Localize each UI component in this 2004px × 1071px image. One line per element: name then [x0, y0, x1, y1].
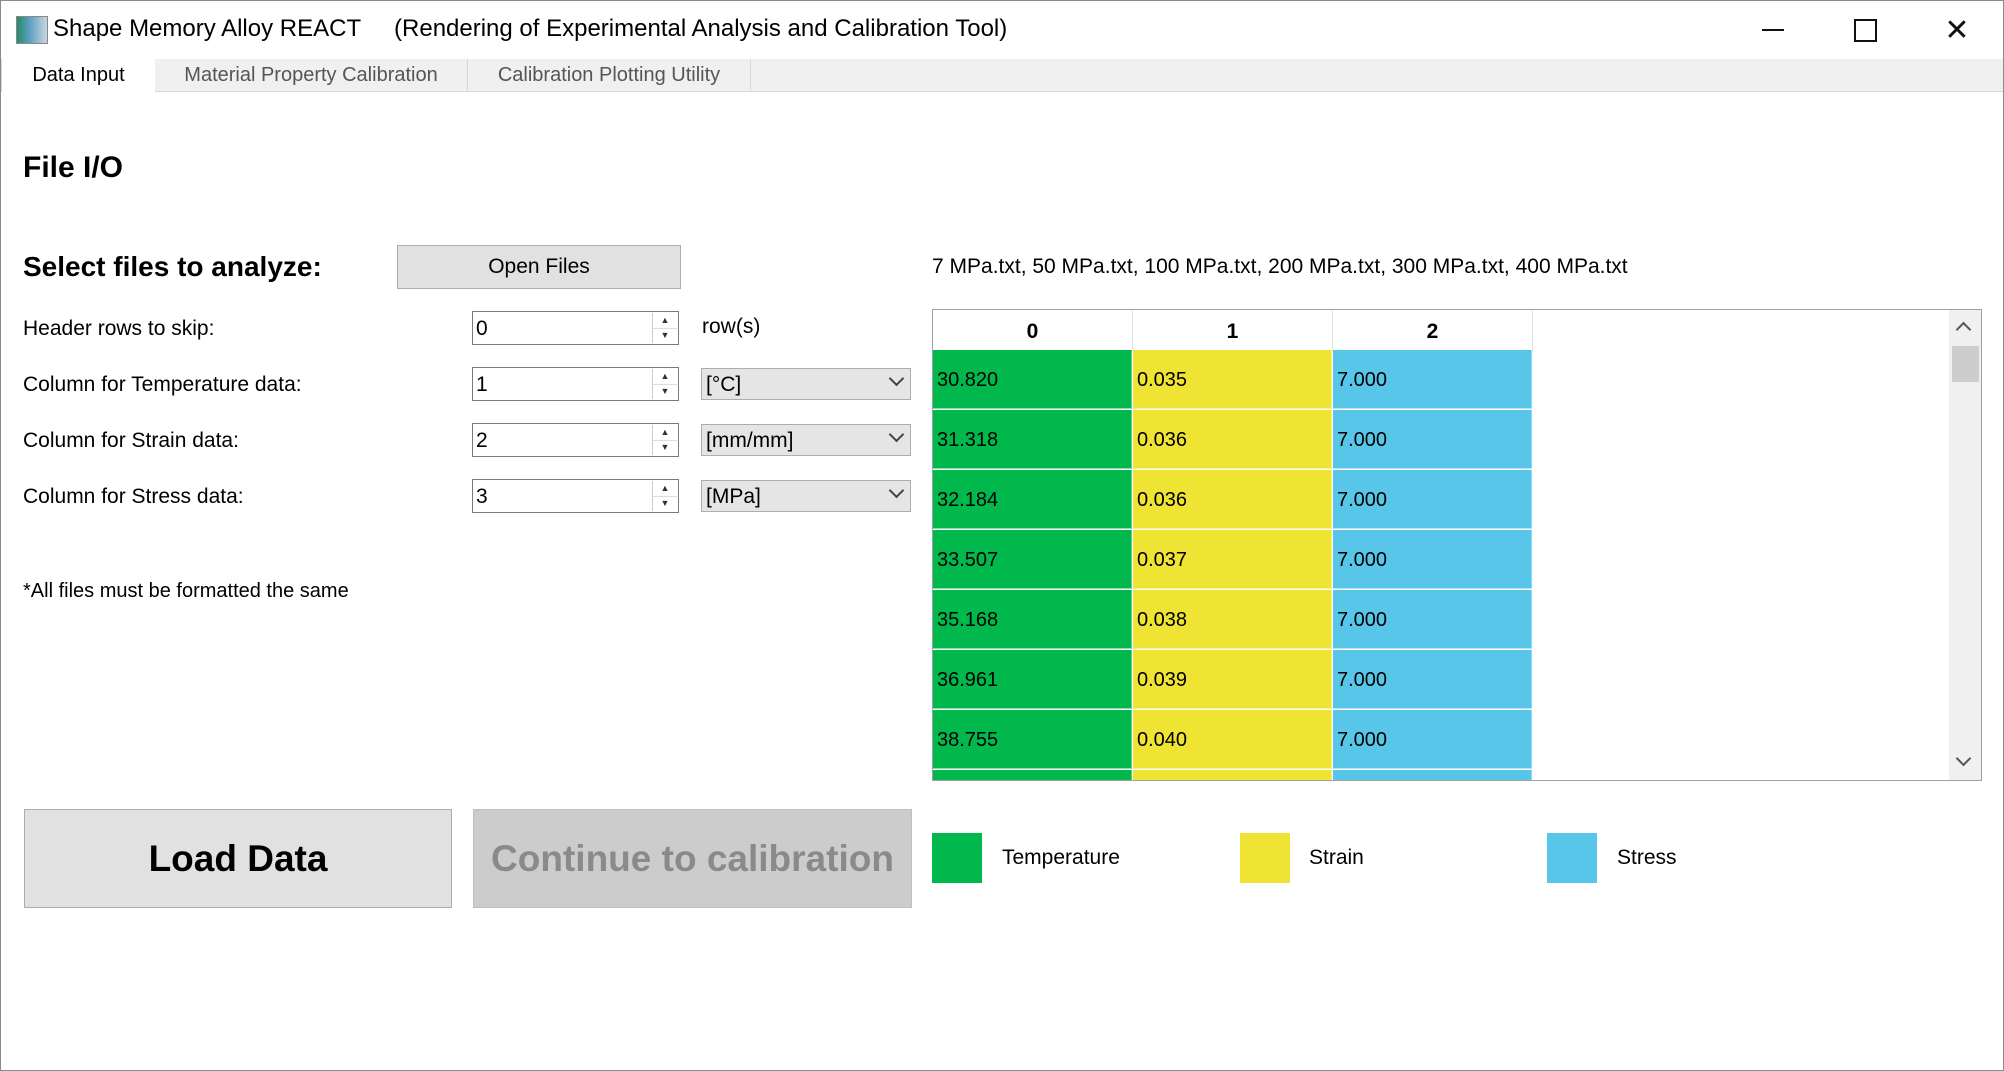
temperature-cell[interactable]: 31.318: [933, 410, 1132, 469]
temperature-cell[interactable]: 30.820: [933, 350, 1132, 409]
scroll-down-icon[interactable]: [1955, 750, 1972, 767]
strain-cell[interactable]: 0.040: [1133, 710, 1332, 769]
strain-legend-swatch: [1240, 833, 1290, 883]
temperature-column-spinbox[interactable]: 1 ▲ ▼: [472, 367, 679, 401]
minimize-icon: [1762, 29, 1784, 31]
stress-cell[interactable]: 7.000: [1333, 650, 1532, 709]
section-heading: File I/O: [23, 151, 124, 184]
strain-cell[interactable]: [1133, 770, 1332, 780]
tab-material-property-calibration[interactable]: Material Property Calibration: [155, 59, 468, 91]
close-icon: ✕: [1944, 13, 1970, 47]
column-header[interactable]: 1: [1133, 310, 1333, 351]
continue-to-calibration-button[interactable]: Continue to calibration: [473, 809, 912, 908]
strain-cell[interactable]: 0.037: [1133, 530, 1332, 589]
header-rows-unit: row(s): [702, 315, 761, 338]
header-rows-spinbox[interactable]: 0 ▲ ▼: [472, 311, 679, 345]
spin-down-icon[interactable]: ▼: [660, 386, 670, 396]
temperature-column-label: Column for Temperature data:: [23, 373, 302, 396]
column-header[interactable]: 0: [933, 310, 1133, 351]
temperature-cell[interactable]: 33.507: [933, 530, 1132, 589]
strain-column-label: Column for Strain data:: [23, 429, 239, 452]
temperature-legend-swatch: [932, 833, 982, 883]
stress-column-spinbox[interactable]: 3 ▲ ▼: [472, 479, 679, 513]
spin-up-icon[interactable]: ▲: [653, 425, 677, 441]
spin-down-icon[interactable]: ▼: [660, 498, 670, 508]
strain-cell[interactable]: 0.039: [1133, 650, 1332, 709]
scrollbar-thumb[interactable]: [1952, 346, 1979, 382]
temperature-cell[interactable]: 35.168: [933, 590, 1132, 649]
maximize-icon: [1853, 18, 1877, 42]
title-bar: Shape Memory Alloy REACT (Rendering of E…: [1, 1, 2003, 59]
format-note: *All files must be formatted the same: [23, 580, 349, 602]
temperature-legend-label: Temperature: [1002, 846, 1120, 869]
temperature-cell[interactable]: 36.961: [933, 650, 1132, 709]
temperature-cell[interactable]: 32.184: [933, 470, 1132, 529]
strain-cell[interactable]: 0.038: [1133, 590, 1332, 649]
spin-up-icon[interactable]: ▲: [653, 481, 677, 497]
scroll-up-icon[interactable]: [1955, 321, 1972, 338]
spinbox-arrows: ▲ ▼: [652, 313, 677, 343]
stress-cell[interactable]: [1333, 770, 1532, 780]
tab-data-input[interactable]: Data Input: [1, 59, 156, 92]
strain-cell[interactable]: 0.036: [1133, 470, 1332, 529]
stress-cell[interactable]: 7.000: [1333, 350, 1532, 409]
strain-unit-dropdown[interactable]: [mm/mm]: [701, 424, 911, 456]
stress-legend-label: Stress: [1617, 846, 1677, 869]
stress-legend-swatch: [1547, 833, 1597, 883]
chevron-down-icon: [888, 370, 905, 387]
tab-calibration-plotting-utility[interactable]: Calibration Plotting Utility: [468, 59, 751, 91]
chevron-down-icon: [888, 482, 905, 499]
spin-down-icon[interactable]: ▼: [660, 330, 670, 340]
spin-down-icon[interactable]: ▼: [660, 442, 670, 452]
stress-cell[interactable]: 7.000: [1333, 470, 1532, 529]
spin-up-icon[interactable]: ▲: [653, 369, 677, 385]
temperature-unit-value: [°C]: [706, 373, 742, 396]
stress-cell[interactable]: 7.000: [1333, 410, 1532, 469]
stress-unit-dropdown[interactable]: [MPa]: [701, 480, 911, 512]
load-data-button[interactable]: Load Data: [24, 809, 452, 908]
data-preview-table[interactable]: 0 1 2 30.820 0.035 7.000 31.318 0.036 7.…: [932, 309, 1982, 781]
spinbox-arrows: ▲ ▼: [652, 369, 677, 399]
window-title: Shape Memory Alloy REACT (Rendering of E…: [53, 15, 1008, 42]
stress-cell[interactable]: 7.000: [1333, 590, 1532, 649]
stress-column-value: 3: [476, 485, 488, 508]
stress-cell[interactable]: 7.000: [1333, 530, 1532, 589]
open-files-button[interactable]: Open Files: [397, 245, 681, 289]
select-files-label: Select files to analyze:: [23, 251, 322, 282]
minimize-button[interactable]: [1727, 1, 1819, 59]
spin-up-icon[interactable]: ▲: [653, 313, 677, 329]
tab-bar: Data Input Material Property Calibration…: [1, 59, 2003, 92]
chevron-down-icon: [888, 426, 905, 443]
header-rows-value: 0: [476, 317, 488, 340]
header-rows-label: Header rows to skip:: [23, 317, 215, 340]
close-button[interactable]: ✕: [1911, 1, 2003, 59]
selected-files-list: 7 MPa.txt, 50 MPa.txt, 100 MPa.txt, 200 …: [932, 255, 1628, 278]
temperature-unit-dropdown[interactable]: [°C]: [701, 368, 911, 400]
strain-legend-label: Strain: [1309, 846, 1364, 869]
column-header[interactable]: 2: [1333, 310, 1533, 351]
temperature-cell[interactable]: [933, 770, 1132, 780]
temperature-column-value: 1: [476, 373, 488, 396]
app-icon: [16, 16, 48, 44]
stress-cell[interactable]: 7.000: [1333, 710, 1532, 769]
maximize-button[interactable]: [1819, 1, 1911, 59]
strain-cell[interactable]: 0.036: [1133, 410, 1332, 469]
spinbox-arrows: ▲ ▼: [652, 481, 677, 511]
vertical-scrollbar[interactable]: [1949, 310, 1981, 780]
strain-cell[interactable]: 0.035: [1133, 350, 1332, 409]
stress-unit-value: [MPa]: [706, 485, 761, 508]
strain-column-spinbox[interactable]: 2 ▲ ▼: [472, 423, 679, 457]
spinbox-arrows: ▲ ▼: [652, 425, 677, 455]
temperature-cell[interactable]: 38.755: [933, 710, 1132, 769]
stress-column-label: Column for Stress data:: [23, 485, 244, 508]
strain-unit-value: [mm/mm]: [706, 429, 794, 452]
strain-column-value: 2: [476, 429, 488, 452]
